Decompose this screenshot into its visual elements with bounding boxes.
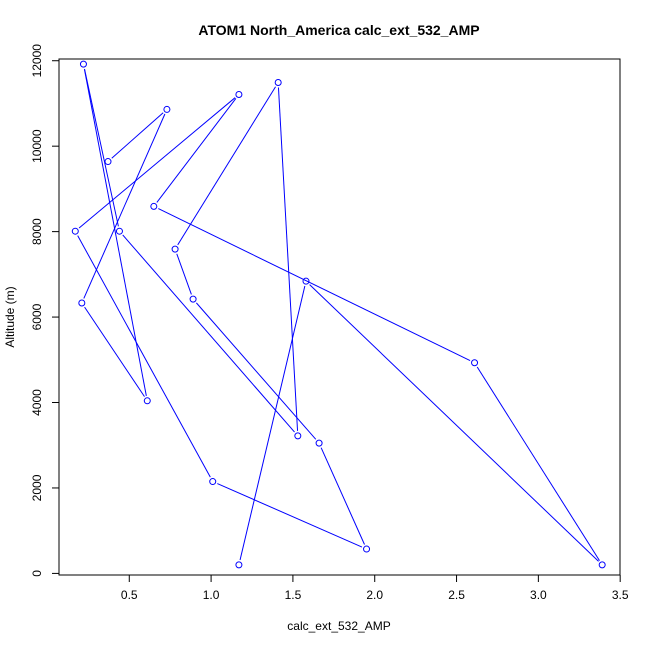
series-segment: [217, 483, 363, 548]
data-point: [143, 397, 151, 405]
series-segment: [158, 208, 471, 362]
y-tick-label: 4000: [30, 389, 44, 416]
y-tick-label: 2000: [30, 474, 44, 501]
x-tick-label: 2.0: [366, 588, 383, 602]
data-point: [235, 90, 243, 98]
series-segment: [122, 234, 295, 433]
series-segment: [239, 285, 306, 561]
series-segment: [320, 447, 365, 545]
data-point: [209, 478, 217, 486]
data-point: [274, 79, 282, 87]
series-segment: [156, 98, 237, 203]
series-segment: [277, 87, 299, 431]
y-tick-label: 6000: [30, 303, 44, 330]
data-point: [315, 439, 323, 447]
series-segment: [177, 86, 276, 246]
x-tick-label: 3.5: [612, 588, 629, 602]
series-segment: [176, 253, 192, 295]
y-tick-label: 8000: [30, 218, 44, 245]
series-segment: [309, 284, 599, 562]
y-tick-label: 12000: [30, 44, 44, 78]
x-axis: 0.5 1.0 1.5 2.0 2.5 3.0 3.5: [121, 574, 629, 602]
data-point: [598, 561, 606, 569]
series-segment: [476, 366, 600, 561]
x-tick-label: 1.5: [285, 588, 302, 602]
data-point: [150, 202, 158, 210]
chart-title: ATOM1 North_America calc_ext_532_AMP: [198, 22, 479, 38]
series-segment: [84, 68, 119, 227]
series-segment: [83, 68, 147, 396]
x-axis-label: calc_ext_532_AMP: [287, 619, 390, 633]
data-point: [71, 227, 79, 235]
x-tick-label: 1.0: [203, 588, 220, 602]
series-segment: [77, 235, 211, 478]
data-point: [294, 432, 302, 440]
y-axis: 0 2000 4000 6000 8000 10000 12000: [30, 44, 60, 577]
series-layer: [71, 60, 606, 569]
y-tick-label: 10000: [30, 129, 44, 163]
data-point: [104, 158, 112, 166]
data-point: [189, 295, 197, 303]
series-segment: [78, 97, 236, 229]
x-tick-label: 2.5: [448, 588, 465, 602]
data-point: [235, 561, 243, 569]
x-tick-label: 0.5: [121, 588, 138, 602]
series-segment: [84, 306, 145, 397]
data-point: [471, 359, 479, 367]
data-point: [163, 105, 171, 113]
data-point: [78, 299, 86, 307]
y-tick-label: 0: [30, 570, 44, 577]
data-point: [115, 227, 123, 235]
series-segment: [196, 302, 317, 440]
series-segment: [83, 113, 166, 299]
y-axis-label: Altitude (m): [3, 286, 17, 347]
data-point: [79, 60, 87, 68]
data-point: [171, 245, 179, 253]
data-point: [363, 545, 371, 553]
x-tick-label: 3.0: [530, 588, 547, 602]
data-point: [302, 277, 310, 285]
series-segment: [111, 112, 164, 159]
